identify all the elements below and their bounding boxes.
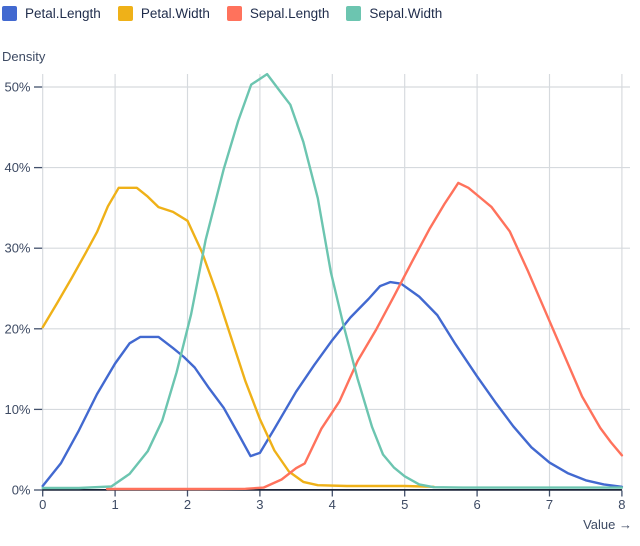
legend-swatch-petal-length <box>2 6 17 21</box>
legend-item-sepal-width: Sepal.Width <box>346 6 442 21</box>
chart-legend: Petal.Length Petal.Width Sepal.Length Se… <box>2 6 442 21</box>
y-tick-label: 20% <box>4 321 30 336</box>
y-axis-title: Density <box>2 49 46 64</box>
x-tick-label: 1 <box>111 497 118 512</box>
x-axis-title: Value → <box>583 517 632 532</box>
x-tick-label: 7 <box>546 497 553 512</box>
legend-label-sepal-width: Sepal.Width <box>369 6 443 21</box>
legend-swatch-sepal-width <box>346 6 362 21</box>
legend-item-petal-width: Petal.Width <box>117 6 210 21</box>
legend-swatch-sepal-length <box>226 6 242 21</box>
x-tick-label: 2 <box>184 497 191 512</box>
legend-item-sepal-length: Sepal.Length <box>226 6 330 21</box>
y-tick-label: 40% <box>4 160 30 175</box>
y-tick-label: 10% <box>4 402 30 417</box>
legend-label-petal-width: Petal.Width <box>140 6 210 21</box>
x-tick-label: 0 <box>39 497 46 512</box>
density-curve-sepal-length <box>105 181 624 491</box>
x-tick-label: 8 <box>618 497 625 512</box>
y-tick-label: 30% <box>4 241 30 256</box>
y-tick-label: 50% <box>4 80 30 95</box>
density-curve-petal-width <box>41 186 435 488</box>
legend-label-petal-length: Petal.Length <box>25 6 101 21</box>
density-curve-petal-length <box>41 280 624 488</box>
legend-item-petal-length: Petal.Length <box>2 6 101 21</box>
density-curve-sepal-width <box>41 72 624 490</box>
x-tick-label: 6 <box>473 497 480 512</box>
legend-swatch-petal-width <box>117 6 133 21</box>
y-tick-label: 0% <box>12 483 31 498</box>
x-tick-label: 3 <box>256 497 263 512</box>
x-tick-label: 4 <box>329 497 336 512</box>
legend-label-sepal-length: Sepal.Length <box>249 6 330 21</box>
x-tick-label: 5 <box>401 497 408 512</box>
